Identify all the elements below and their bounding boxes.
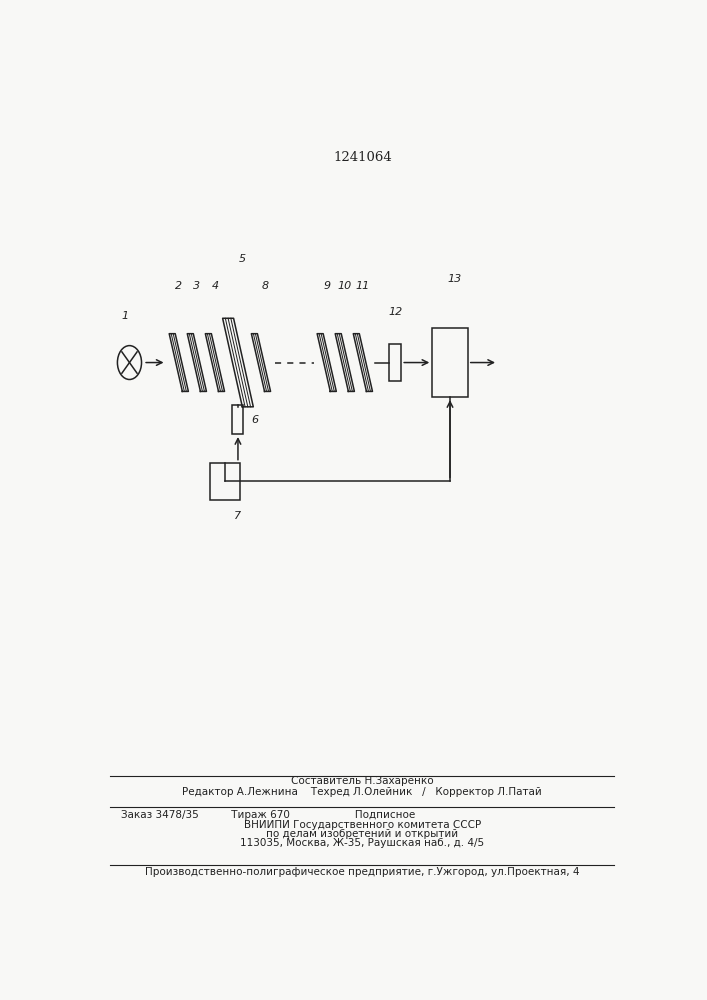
Text: 1: 1 [122,311,129,321]
Text: Производственно-полиграфическое предприятие, г.Ужгород, ул.Проектная, 4: Производственно-полиграфическое предприя… [145,867,580,877]
Text: ВНИИПИ Государственного комитета СССР: ВНИИПИ Государственного комитета СССР [244,820,481,830]
Text: 10: 10 [338,281,352,291]
Text: 4: 4 [211,281,218,291]
Text: 11: 11 [356,281,370,291]
Bar [432,328,468,397]
Bar [233,405,243,434]
Text: 113035, Москва, Ж-35, Раушская наб., д. 4/5: 113035, Москва, Ж-35, Раушская наб., д. … [240,838,484,848]
Text: Составитель Н.Захаренко: Составитель Н.Захаренко [291,776,433,786]
Text: Редактор А.Лежнина    Техред Л.Олейник   /   Корректор Л.Патай: Редактор А.Лежнина Техред Л.Олейник / Ко… [182,787,542,797]
Text: 2: 2 [175,281,182,291]
Text: 6: 6 [252,415,259,425]
Bar [389,344,402,381]
Text: Заказ 3478/35          Тираж 670                    Подписное: Заказ 3478/35 Тираж 670 Подписное [122,810,416,820]
Text: 5: 5 [239,254,246,264]
Text: 9: 9 [323,281,330,291]
Text: 12: 12 [388,307,402,317]
Text: 3: 3 [193,281,200,291]
Text: 1241064: 1241064 [333,151,392,164]
Bar [210,463,240,500]
Text: 13: 13 [448,274,462,284]
Text: по делам изобретений и открытий: по делам изобретений и открытий [267,829,458,839]
Text: 7: 7 [234,511,241,521]
Text: 8: 8 [262,281,269,291]
